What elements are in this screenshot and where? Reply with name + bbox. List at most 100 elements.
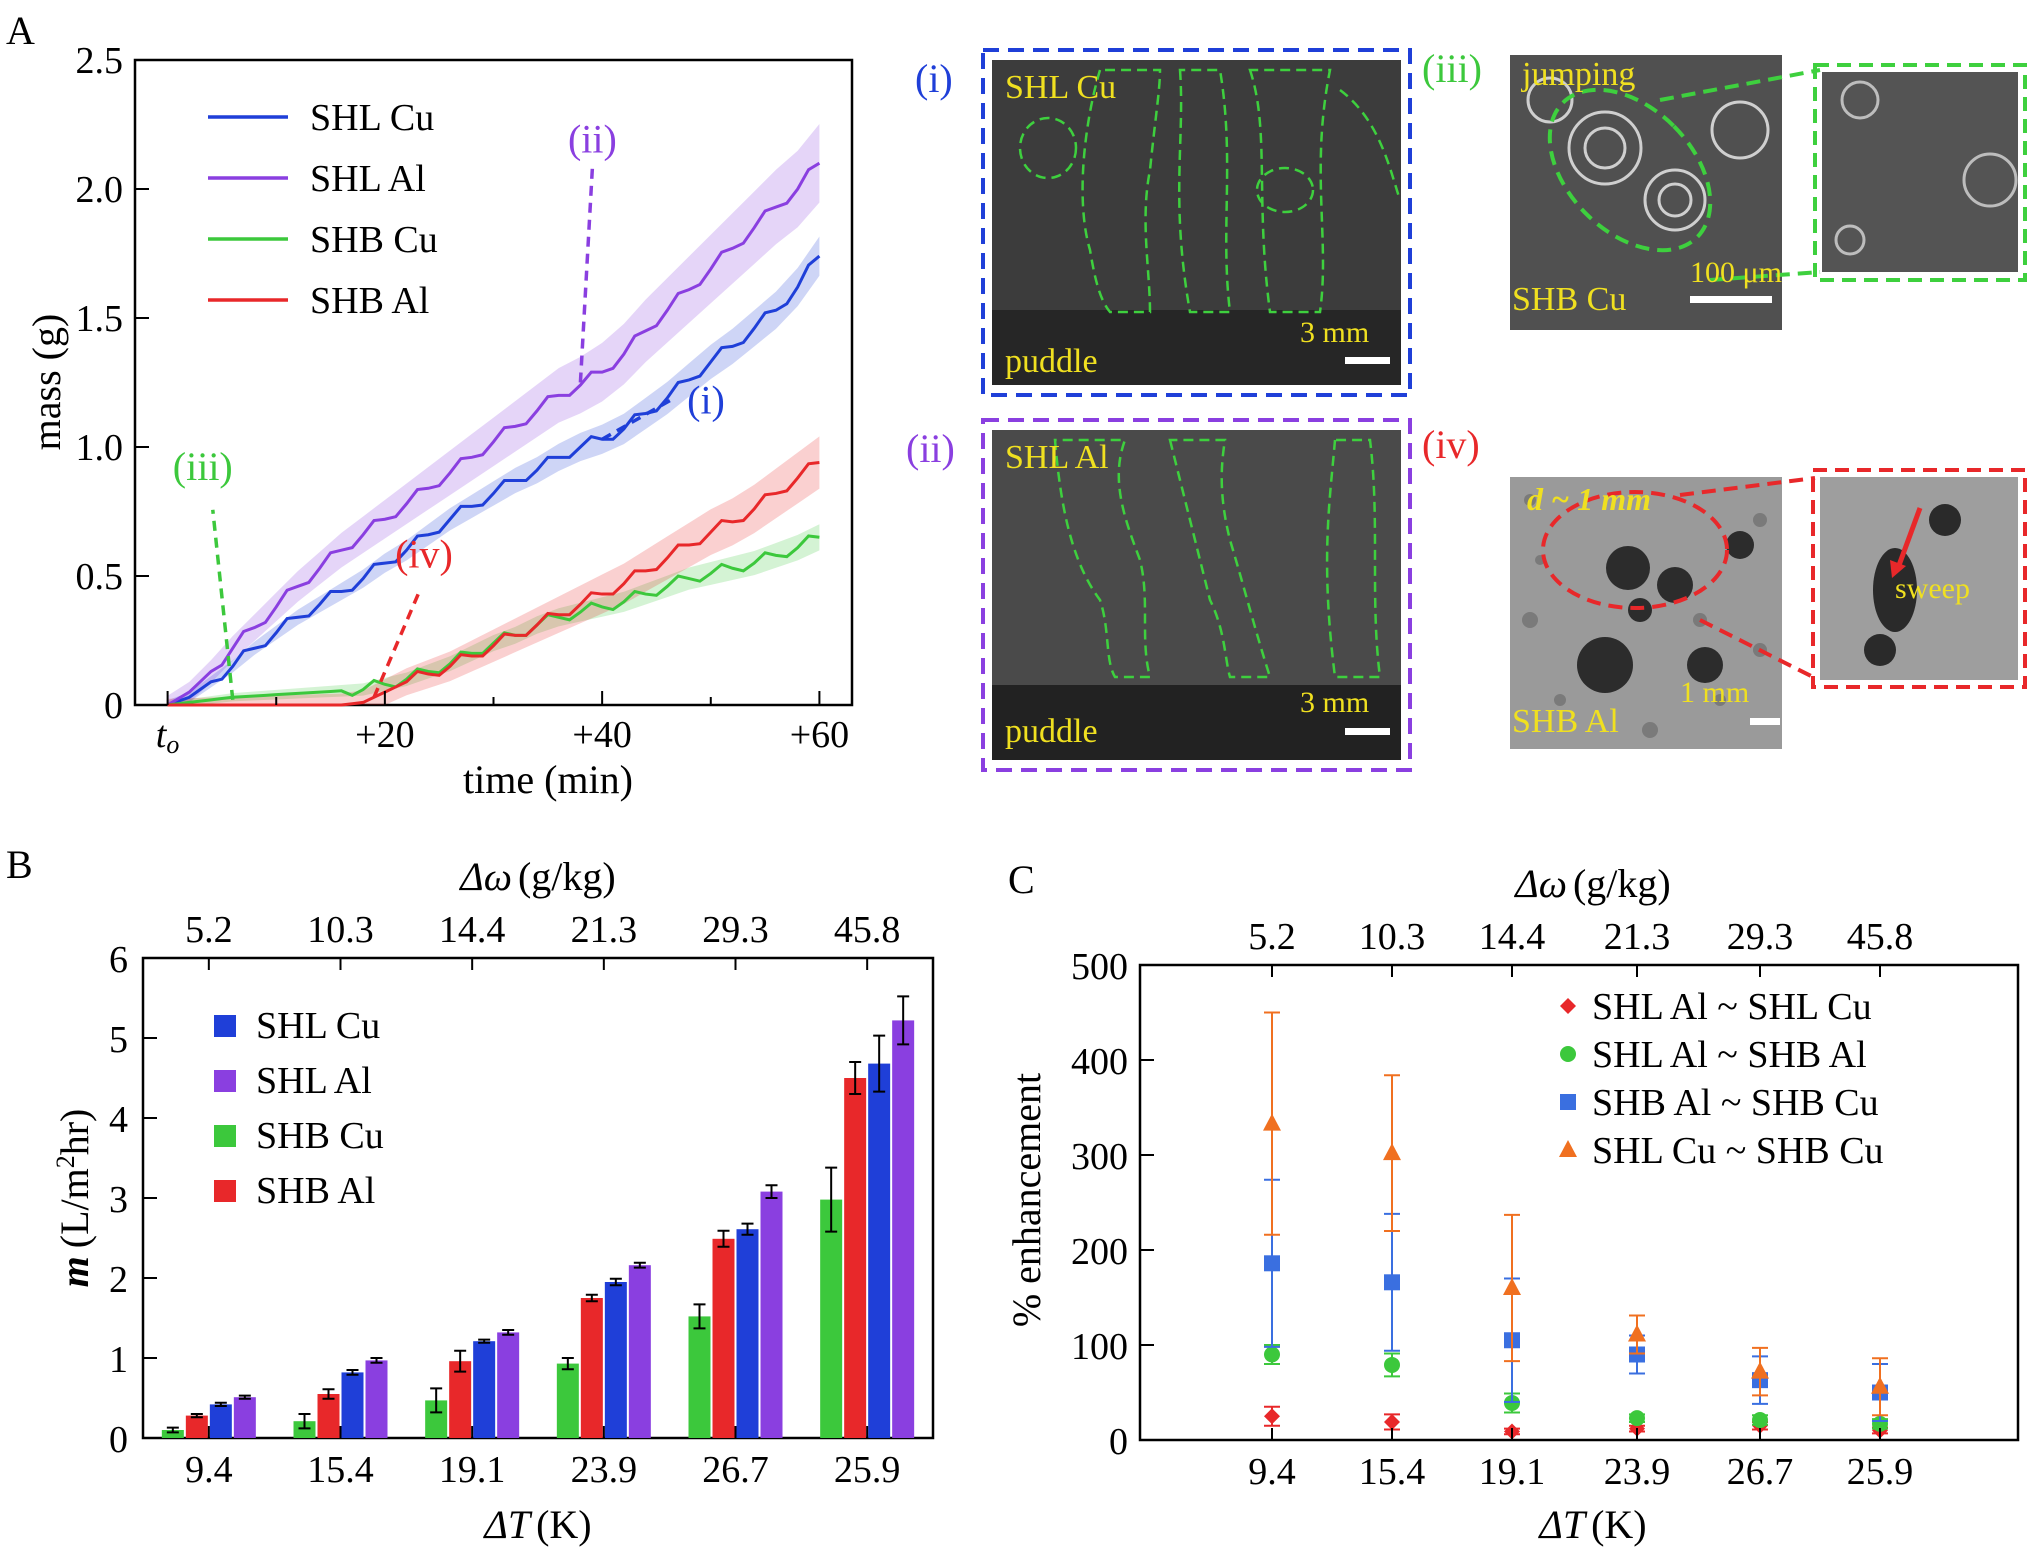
large-droplets-iv xyxy=(1577,531,1754,693)
scale-bar-ii xyxy=(1345,728,1390,735)
legend-label-shl-al: SHL Al xyxy=(310,158,426,200)
errorbar-shb-al xyxy=(585,1293,598,1303)
c-xtick-label: 25.9 xyxy=(1847,1451,1914,1493)
b-xtick-label: 23.9 xyxy=(571,1449,638,1491)
sweep-arrow xyxy=(1890,560,1906,578)
a-annotation-ii: (ii) xyxy=(568,117,617,162)
a-ytick-label: 0.5 xyxy=(76,556,124,598)
b-ytick-label: 6 xyxy=(109,939,128,981)
legend-label-b-shl-cu: SHL Cu xyxy=(256,1005,380,1047)
errorbar-shb-al xyxy=(322,1388,335,1400)
bar-shl-cu-25-9 xyxy=(868,1063,891,1438)
legend-swatch-b-shl-cu xyxy=(214,1015,236,1037)
errorbar-shl-cu xyxy=(346,1369,359,1376)
bar-shb-cu-9-4 xyxy=(161,1430,184,1438)
b-ytick-label: 3 xyxy=(109,1179,128,1221)
c-ytick-label: 300 xyxy=(1071,1136,1128,1178)
chart-b-legend: SHL Cu SHL Al SHB Cu SHB Al xyxy=(214,1005,384,1212)
label-sweep: sweep xyxy=(1895,572,1970,605)
legend-swatch-b-shb-cu xyxy=(214,1125,236,1147)
bar-shl-cu-9-4 xyxy=(209,1404,232,1438)
legend-marker-c-shl-al-shl-cu xyxy=(1560,998,1576,1014)
c-toptick-label: 45.8 xyxy=(1847,916,1914,958)
errorbar-shl-al xyxy=(370,1357,383,1364)
tag-iv: (iv) xyxy=(1422,422,1480,467)
a-annotation-leader xyxy=(211,509,235,701)
c-point-shl-al-shl-cu-15-4 xyxy=(1384,1413,1400,1430)
legend-marker-c-shb-al-shb-cu xyxy=(1560,1094,1576,1110)
image-inset-ii: SHL Al puddle 3 mm (ii) xyxy=(906,418,1412,772)
c-point-shl-al-shl-cu-9-4 xyxy=(1264,1408,1280,1425)
scale-1mm-iv: 1 mm xyxy=(1680,676,1749,709)
legend-label-c-shl-al-shl-cu: SHL Al ~ SHL Cu xyxy=(1592,986,1872,1028)
chart-b-bar: 0 1 2 3 4 5 6 9.4 15.4 19.1 23.9 26.7 25.9 5.2 10.3 1… xyxy=(51,854,935,1547)
legend-label-b-shb-al: SHB Al xyxy=(256,1170,375,1212)
chart-a-ylabel: mass (g) xyxy=(24,314,69,451)
a-xtick-label: +60 xyxy=(790,714,849,756)
c-point-shl-al-shb-al-15-4 xyxy=(1384,1356,1400,1373)
c-point-shl-cu-shb-cu-26-7 xyxy=(1751,1361,1769,1379)
errorbar-shl-al xyxy=(765,1184,778,1199)
chart-b-xlabel: ΔT (K) xyxy=(482,1502,591,1547)
b-xtick-label: 26.7 xyxy=(702,1449,769,1491)
c-ytick-label: 100 xyxy=(1071,1326,1128,1368)
b-xtick-label: 25.9 xyxy=(834,1449,901,1491)
c-point-shl-al-shb-al-23-9 xyxy=(1629,1410,1645,1427)
chart-c-top-axis-label: Δω (g/kg) xyxy=(1513,861,1670,906)
chart-a-xlabel: time (min) xyxy=(463,757,633,802)
b-toptick-label: 29.3 xyxy=(702,909,769,951)
chart-c-ylabel: % enhancement xyxy=(1004,1073,1049,1327)
errorbar-shl-al xyxy=(502,1329,515,1336)
b-ytick-label: 1 xyxy=(109,1339,128,1381)
bar-shb-cu-25-9 xyxy=(820,1199,843,1438)
bar-shl-al-19-1 xyxy=(497,1332,520,1438)
c-toptick-label: 29.3 xyxy=(1727,916,1794,958)
c-toptick-label: 14.4 xyxy=(1479,916,1546,958)
bar-shb-al-19-1 xyxy=(449,1361,472,1438)
legend-swatch-b-shb-al xyxy=(214,1180,236,1202)
c-ytick-label: 400 xyxy=(1071,1041,1128,1083)
c-point-shl-cu-shb-cu-23-9 xyxy=(1628,1324,1646,1342)
errorbar-shl-cu xyxy=(873,1034,886,1093)
a-annotation-leader xyxy=(601,397,674,441)
b-toptick-label: 45.8 xyxy=(834,909,901,951)
a-ytick-label: 2.5 xyxy=(76,40,124,82)
c-toptick-label: 21.3 xyxy=(1604,916,1671,958)
scale-100um-iii: 100 μm xyxy=(1690,256,1782,289)
band-shl-al xyxy=(167,123,820,706)
c-point-shl-al-shb-al-25-9 xyxy=(1872,1415,1888,1432)
chart-a-mass-vs-time: 0 0.5 1.0 1.5 2.0 2.5 to +20 +40 +60 (i) (ii) (iii… xyxy=(24,40,854,802)
tag-ii: (ii) xyxy=(906,426,955,471)
bar-shl-al-25-9 xyxy=(892,1020,915,1438)
b-xtick-label: 19.1 xyxy=(439,1449,506,1491)
errorbar-shl-cu xyxy=(741,1222,754,1236)
a-xtick-label: +20 xyxy=(355,714,414,756)
errorbar-shb-al xyxy=(717,1229,730,1248)
legend-label-shl-cu: SHL Cu xyxy=(310,97,434,139)
label-puddle-i: puddle xyxy=(1005,343,1098,380)
label-drop-size: d ~ 1 mm xyxy=(1527,481,1651,517)
a-annotation-iii: (iii) xyxy=(173,444,233,489)
errorbar-shl-al xyxy=(238,1394,251,1400)
image-inset-iv: sweep d ~ 1 mm SHB Al 1 mm (iv) xyxy=(1422,422,2027,749)
b-ytick-label: 2 xyxy=(109,1259,128,1301)
c-xtick-label: 26.7 xyxy=(1727,1451,1794,1493)
bar-shl-al-26-7 xyxy=(760,1191,783,1438)
chart-b-top-axis-label: Δω (g/kg) xyxy=(458,854,615,899)
panel-label-b: B xyxy=(6,842,33,887)
legend-marker-c-shl-cu-shb-cu xyxy=(1559,1140,1577,1157)
small-droplets-iv xyxy=(1522,494,1767,738)
a-ytick-label: 1.5 xyxy=(76,298,124,340)
errorbar-shl-al xyxy=(897,995,910,1046)
tag-i: (i) xyxy=(915,56,953,101)
c-point-shl-cu-shb-cu-25-9 xyxy=(1871,1376,1889,1394)
c-point-shl-al-shb-al-26-7 xyxy=(1752,1412,1768,1429)
c-xtick-label: 23.9 xyxy=(1604,1451,1671,1493)
legend-swatch-b-shl-al xyxy=(214,1070,236,1092)
image-inset-i: SHL Cu puddle 3 mm (i) xyxy=(915,48,1412,397)
errorbar-shb-cu xyxy=(825,1166,838,1233)
errorbar-shl-cu xyxy=(609,1277,622,1287)
b-toptick-label: 5.2 xyxy=(185,909,233,951)
c-ytick-label: 500 xyxy=(1071,946,1128,988)
